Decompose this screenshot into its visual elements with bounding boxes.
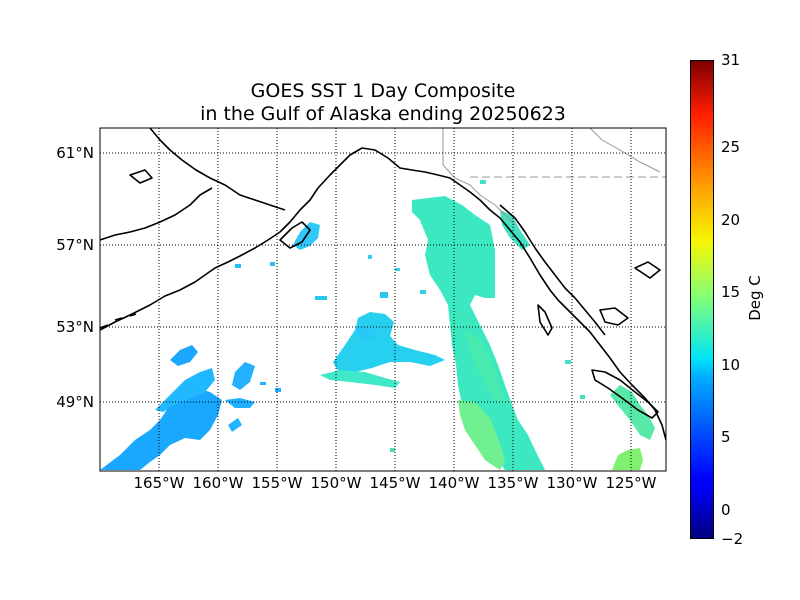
colorbar-tick-label: 0	[721, 500, 731, 519]
colorbar-tick-label: 20	[721, 210, 741, 229]
colorbar-tick-label: 31	[721, 51, 741, 69]
map-title-line1: GOES SST 1 Day Composite	[250, 80, 516, 102]
lon-label-125: 125°W	[605, 474, 657, 492]
southeast-archipelago	[499, 204, 606, 336]
haida-gwaii	[537, 304, 553, 336]
colorbar-title: Deg C	[746, 275, 764, 321]
lon-label-135: 135°W	[487, 474, 539, 492]
kodiak-island	[279, 221, 311, 249]
border-layer	[442, 128, 666, 226]
coastline-layer	[100, 128, 666, 441]
sst-band-main	[412, 196, 545, 470]
sst-band-inner	[465, 330, 505, 405]
colorbar-tick-label: 25	[721, 138, 741, 157]
sst-patch-central3	[355, 325, 378, 342]
sst-patch-sw4	[232, 362, 255, 390]
lon-label-140: 140°W	[428, 474, 480, 492]
lon-label-130: 130°W	[546, 474, 598, 492]
sst-patch-sw6	[228, 418, 242, 432]
colorbar-gradient	[691, 61, 713, 538]
us-canada-border	[442, 128, 516, 226]
alaska-peninsula-coast	[100, 147, 666, 441]
bc-inland-lakes	[599, 307, 629, 326]
vancouver-island	[591, 369, 659, 419]
colorbar-tick-label: 5	[721, 428, 731, 447]
sst-patch-southwest	[100, 388, 222, 470]
sst-patch-sw2	[155, 368, 215, 412]
colorbar-tick-label: 10	[721, 355, 741, 374]
sst-patch-sw5	[225, 398, 255, 408]
lake1	[634, 261, 661, 279]
colorbar-tick-label: −2	[721, 530, 744, 548]
lon-label-160: 160°W	[192, 474, 244, 492]
lon-label-150: 150°W	[310, 474, 362, 492]
sst-patch-sw3	[170, 345, 198, 366]
lat-label-57: 57°N	[56, 236, 94, 254]
alaska-north-coast	[149, 128, 286, 211]
sst-band-sw-edge	[458, 400, 505, 470]
sst-patch-se-coast2	[610, 385, 655, 440]
colorbar	[690, 60, 714, 539]
lat-label-53: 53°N	[56, 318, 94, 336]
sst-patch-bc-coast	[500, 210, 530, 250]
lat-label-61: 61°N	[56, 144, 94, 162]
lon-label-165: 165°W	[133, 474, 185, 492]
lon-label-155: 155°W	[251, 474, 303, 492]
sst-patch-central2	[320, 370, 400, 388]
graticule	[100, 128, 666, 471]
sst-patch-central	[333, 312, 445, 374]
bc-border	[589, 128, 661, 173]
colorbar-tick-label: 15	[721, 283, 741, 302]
sst-data-layer	[100, 180, 655, 470]
lake2	[129, 169, 153, 184]
map-frame	[99, 127, 667, 472]
sst-patch-se-coast	[612, 448, 643, 470]
bristol-bay-coast	[100, 187, 213, 241]
lat-label-49: 49°N	[56, 393, 94, 411]
lon-label-145: 145°W	[369, 474, 421, 492]
map-title-line2: in the Gulf of Alaska ending 20250623	[200, 103, 566, 125]
